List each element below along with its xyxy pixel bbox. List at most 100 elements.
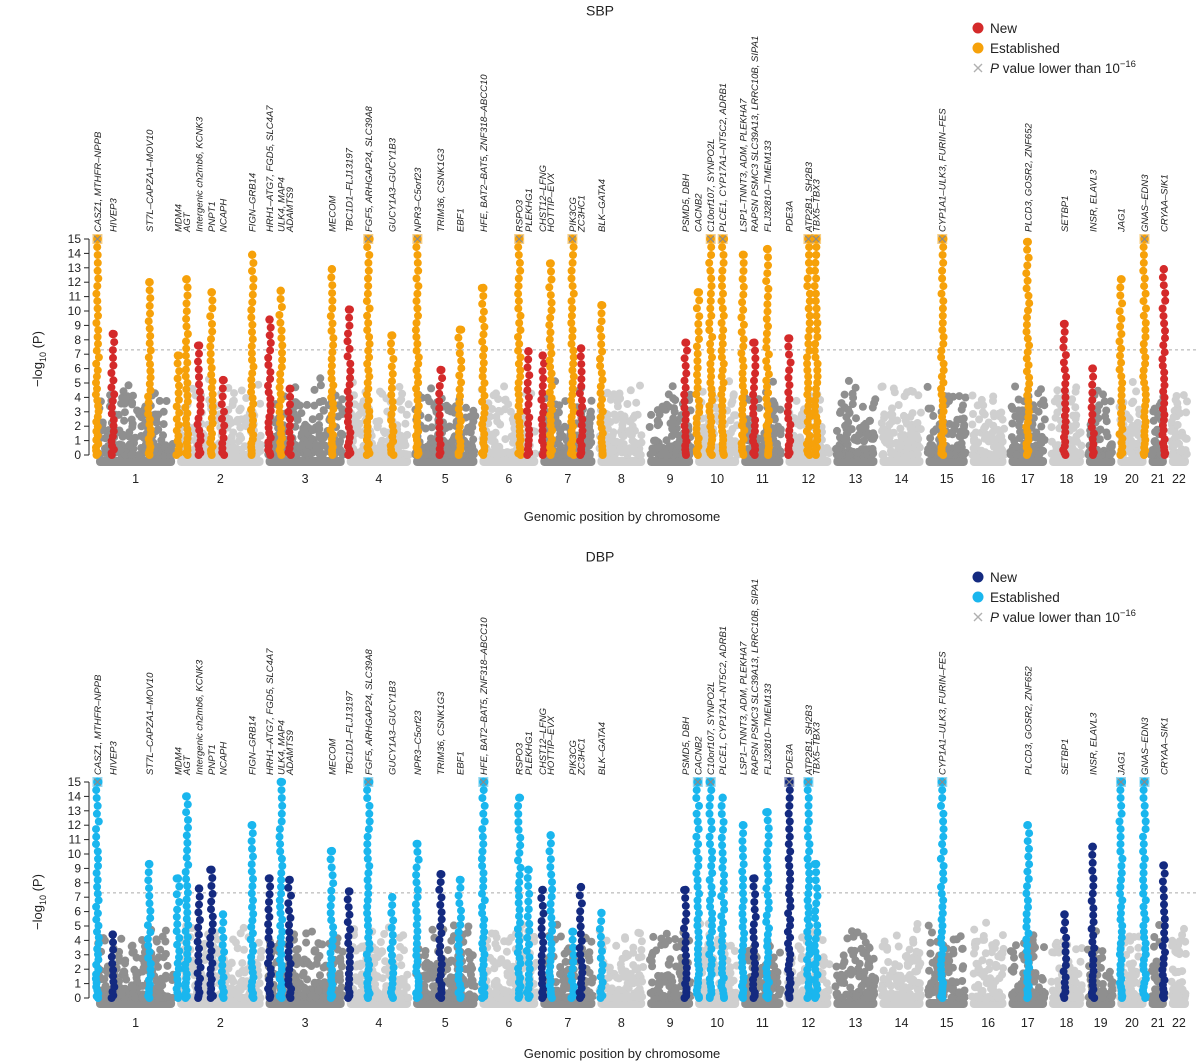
locus-snp-point — [1139, 339, 1148, 348]
snp-point — [916, 425, 925, 434]
locus-column — [692, 288, 704, 459]
locus-snp-point — [276, 295, 285, 303]
snp-point — [1012, 442, 1021, 451]
locus-snp-point — [414, 282, 423, 291]
locus-column — [513, 234, 525, 459]
locus-snp-point — [146, 332, 155, 340]
locus-snp-point — [813, 319, 822, 327]
snp-point — [1169, 413, 1178, 422]
locus-snp-point — [414, 359, 423, 368]
y-tick-label: 6 — [74, 905, 81, 919]
snp-point — [427, 423, 436, 432]
locus-snp-point — [695, 402, 704, 411]
locus-snp-point — [414, 311, 422, 320]
snp-point — [159, 431, 167, 440]
snp-point — [238, 959, 247, 968]
snp-point — [492, 389, 500, 398]
locus-snp-point — [364, 258, 373, 267]
locus-snp-point — [286, 392, 295, 401]
locus-snp-point — [706, 289, 715, 298]
locus-snp-point — [750, 397, 759, 406]
snp-point — [1053, 386, 1062, 395]
y-tick-label: 5 — [74, 376, 81, 390]
locus-snp-point — [195, 349, 203, 358]
snp-point — [254, 938, 263, 947]
locus-snp-point — [435, 417, 444, 426]
locus-snp-point — [568, 390, 577, 399]
locus-peak-point — [538, 351, 547, 360]
locus-snp-point — [388, 397, 397, 406]
locus-snp-point — [1141, 384, 1150, 393]
locus-peak-point — [763, 244, 772, 254]
snp-point — [776, 447, 785, 456]
locus-snp-point — [412, 274, 421, 283]
snp-point — [631, 438, 640, 447]
locus-snp-point — [939, 366, 948, 375]
snp-point — [421, 424, 430, 433]
snp-point — [163, 961, 172, 970]
locus-snp-point — [328, 289, 337, 298]
snp-point — [602, 389, 611, 398]
locus-snp-point — [1117, 358, 1126, 367]
locus-snp-point — [172, 402, 181, 411]
snp-point — [651, 436, 660, 445]
locus-snp-point — [144, 317, 153, 326]
y-tick-label: 12 — [68, 275, 82, 289]
snp-point — [968, 391, 977, 400]
snp-point — [316, 971, 324, 980]
locus-snp-point — [680, 390, 689, 399]
locus-snp-point — [196, 408, 205, 417]
locus-snp-point — [596, 401, 605, 410]
locus-gene-label: C10orf107, SYNPO2L — [706, 139, 717, 232]
locus-snp-point — [762, 277, 771, 286]
locus-column — [705, 234, 717, 459]
locus-snp-point — [344, 406, 353, 415]
locus-snp-point — [247, 375, 256, 384]
capped-marker-cross — [1140, 235, 1149, 243]
locus-snp-point — [183, 330, 192, 338]
locus-snp-point — [803, 282, 812, 291]
locus-snp-point — [812, 243, 821, 252]
snp-point — [1128, 399, 1136, 408]
locus-snp-point — [514, 304, 523, 313]
locus-snp-point — [327, 361, 336, 370]
snp-point — [298, 971, 307, 980]
locus-snp-point — [695, 408, 704, 417]
locus-snp-point — [193, 420, 202, 429]
locus-snp-point — [248, 369, 257, 378]
snp-point — [371, 980, 380, 989]
snp-point — [237, 434, 246, 443]
locus-snp-point — [1117, 391, 1126, 400]
snp-point — [1102, 406, 1111, 415]
snp-point — [254, 380, 263, 389]
locus-snp-point — [938, 251, 947, 259]
locus-snp-point — [784, 402, 793, 410]
capped-marker-cross — [812, 235, 821, 243]
snp-point — [1037, 439, 1046, 448]
locus-snp-point — [435, 411, 444, 420]
locus-snp-point — [751, 354, 760, 363]
snp-point — [374, 444, 382, 453]
locus-snp-point — [578, 396, 586, 405]
locus-gene-label: RSPO3 — [515, 199, 526, 232]
locus-snp-point — [738, 382, 747, 390]
locus-snp-point — [276, 389, 285, 398]
locus-snp-point — [569, 251, 577, 259]
locus-snp-point — [247, 305, 256, 314]
locus-gene-label: ADAMTS9 — [285, 186, 296, 233]
snp-point — [646, 450, 655, 459]
capped-marker-cross — [93, 235, 102, 243]
snp-point — [134, 451, 143, 459]
snp-point — [492, 976, 501, 985]
snp-point — [877, 382, 886, 391]
locus-gene-label: ULK4, MAP4 — [276, 177, 287, 232]
locus-snp-point — [569, 346, 578, 355]
locus-gene-label: TBX5–TBX3 — [812, 178, 823, 232]
snp-point — [843, 435, 851, 444]
locus-snp-point — [346, 373, 354, 382]
locus-snp-point — [1088, 380, 1097, 389]
locus-snp-point — [93, 304, 102, 313]
locus-snp-point — [1159, 312, 1168, 321]
snp-point — [654, 443, 663, 452]
